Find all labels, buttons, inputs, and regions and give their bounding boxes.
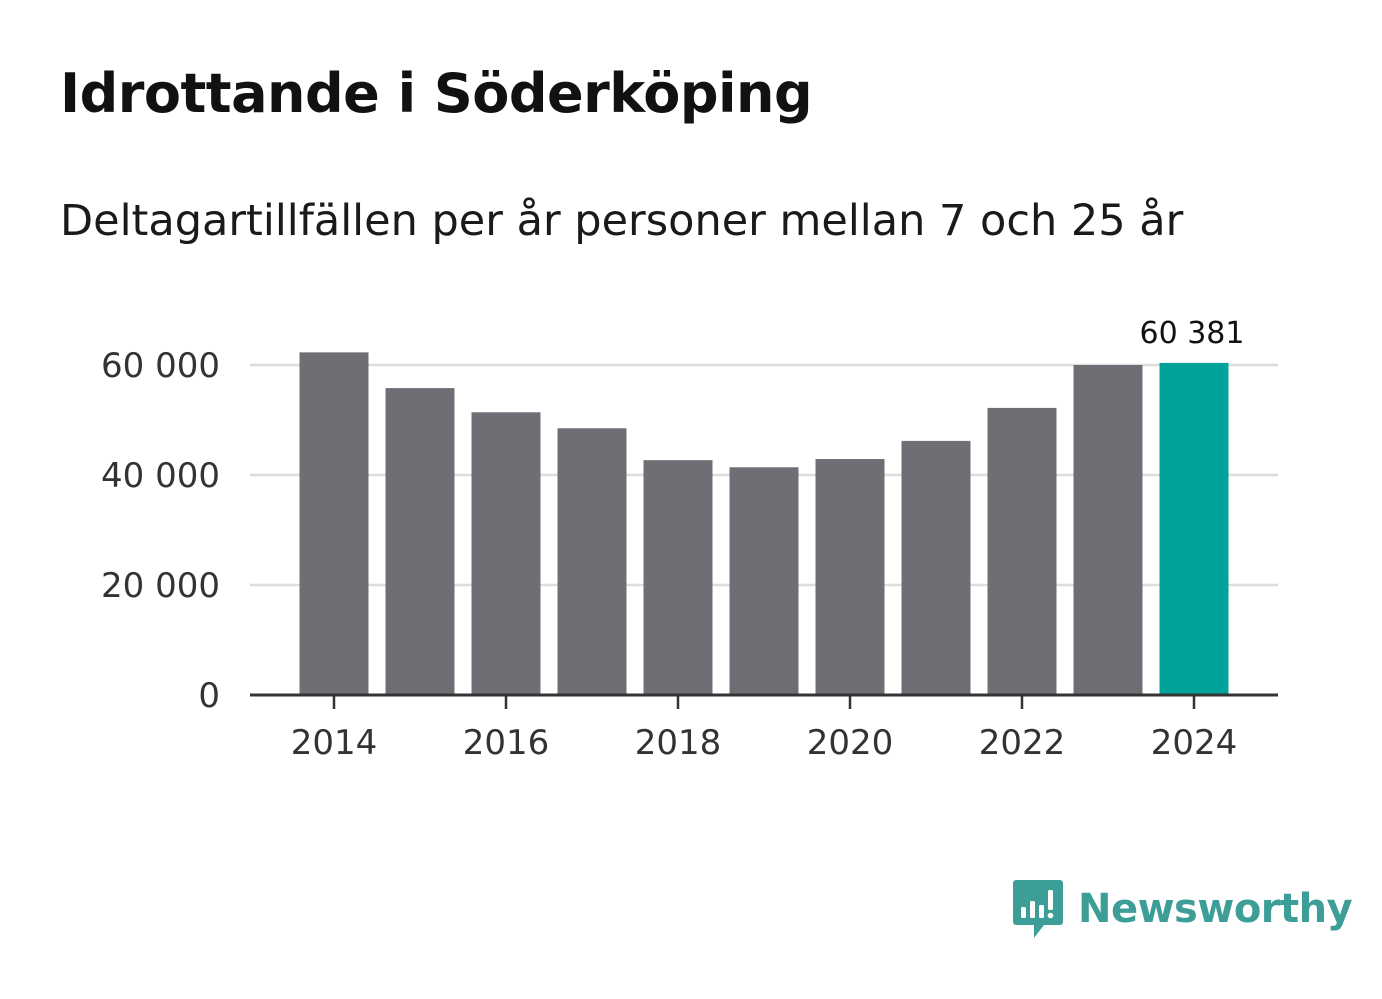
- y-tick-label: 0: [198, 676, 220, 716]
- x-tick-label: 2020: [807, 723, 894, 763]
- bar-2018: [643, 460, 713, 695]
- x-tick-label: 2014: [291, 723, 378, 763]
- bar-2020: [815, 459, 885, 695]
- y-tick-label: 60 000: [101, 346, 220, 386]
- bar-2015: [385, 388, 455, 695]
- chart-subtitle: Deltagartillfällen per år personer mella…: [60, 196, 1184, 246]
- axis-labels: 0 20 000 40 000 60 000 60 381 2014 2016 2018 202…: [101, 316, 1244, 763]
- x-tick-label: 2018: [635, 723, 722, 763]
- newsworthy-logo: Newsworthy: [1012, 878, 1353, 940]
- y-tick-label: 20 000: [101, 566, 220, 606]
- bar-2014: [299, 352, 369, 695]
- bars: [299, 352, 1229, 695]
- bar-2016: [471, 412, 541, 695]
- x-tick-label: 2024: [1151, 723, 1238, 763]
- bar-2022: [987, 407, 1057, 695]
- logo-wordmark: Newsworthy: [1078, 886, 1353, 932]
- bar-2024: [1159, 362, 1229, 695]
- axes: [250, 693, 1278, 709]
- x-tick-label: 2016: [463, 723, 550, 763]
- data-label-2024: 60 381: [1140, 316, 1245, 351]
- bar-2023: [1073, 365, 1143, 695]
- bar-2017: [557, 428, 627, 695]
- x-tick-label: 2022: [979, 723, 1066, 763]
- bar-2021: [901, 440, 971, 695]
- chart-title: Idrottande i Söderköping: [60, 62, 813, 125]
- bar-2019: [729, 467, 799, 695]
- newsworthy-logo-icon: [1013, 880, 1063, 938]
- y-tick-label: 40 000: [101, 456, 220, 496]
